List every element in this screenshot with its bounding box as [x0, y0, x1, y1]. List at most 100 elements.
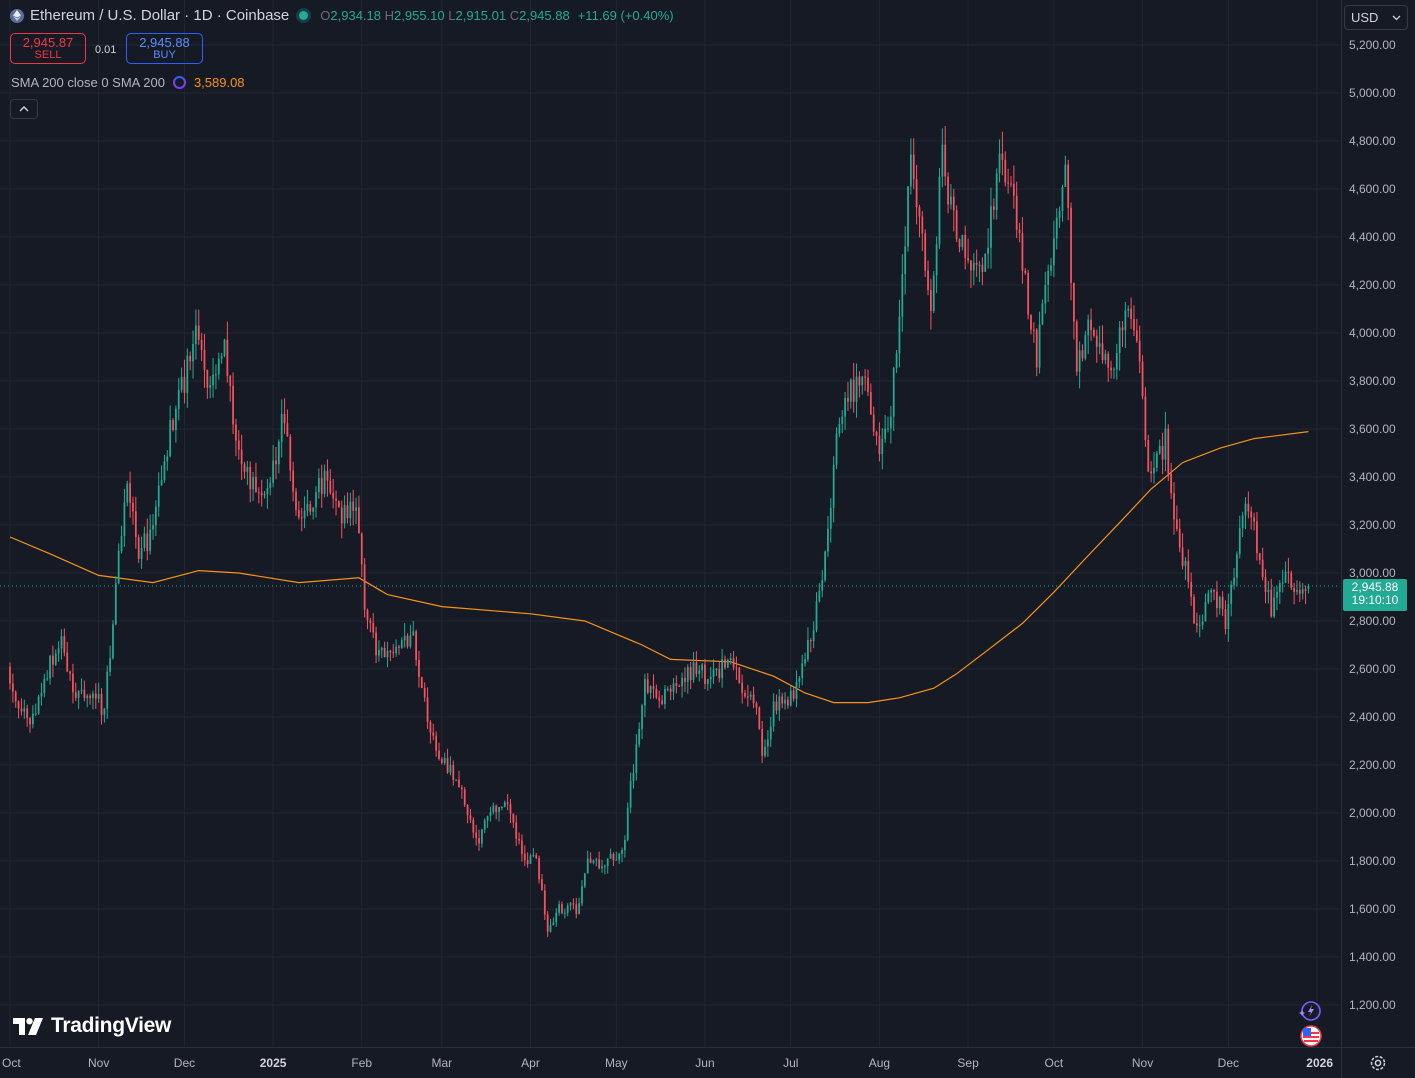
candle-body: [77, 690, 80, 698]
last-price-value: 2,945.88: [1351, 580, 1399, 594]
candle-body: [57, 648, 60, 654]
buy-button[interactable]: 2,945.88 BUY: [126, 33, 203, 64]
candle-body: [818, 590, 821, 602]
candle: [197, 309, 200, 345]
candle: [598, 851, 601, 870]
candle-body: [217, 358, 220, 375]
indicator-name[interactable]: SMA 200 close 0 SMA 200: [11, 75, 165, 90]
candle-body: [332, 492, 335, 499]
candle-body: [1304, 589, 1307, 591]
candle: [852, 363, 855, 413]
candle-body: [864, 376, 867, 378]
candle: [887, 416, 889, 433]
candle-body: [972, 262, 975, 271]
sell-button[interactable]: 2,945.87 SELL: [10, 33, 86, 64]
candle: [26, 704, 29, 727]
candle: [967, 238, 969, 264]
currency-select[interactable]: USD: [1344, 5, 1408, 30]
candle-body: [581, 886, 583, 904]
candle-body: [569, 903, 572, 906]
candle: [646, 673, 649, 695]
candle-body: [166, 456, 169, 462]
candle: [386, 641, 389, 668]
candle-body: [735, 667, 738, 669]
candle-body: [206, 369, 209, 388]
candle-body: [1296, 590, 1298, 592]
candle-body: [626, 807, 629, 840]
candle: [595, 857, 598, 867]
candle: [769, 717, 772, 748]
candle: [592, 859, 595, 865]
price-axis[interactable]: 1,200.00 1,400.00 1,600.00 1,800.00 2,000.00…: [1349, 38, 1396, 1012]
candle: [220, 352, 223, 364]
candle-body: [543, 890, 546, 915]
candle: [1290, 570, 1293, 590]
candle: [1193, 594, 1195, 625]
candle-body: [452, 765, 455, 780]
candle-body: [338, 500, 340, 508]
candle: [180, 367, 183, 393]
candle: [378, 640, 380, 662]
symbol-title[interactable]: Ethereum / U.S. Dollar · 1D · Coinbase: [30, 7, 290, 24]
price-tick-label: 5,000.00: [1349, 86, 1396, 100]
candle: [1113, 367, 1115, 379]
candle-body: [458, 779, 460, 788]
candle: [804, 652, 806, 667]
candle-body: [383, 647, 386, 658]
candle: [272, 444, 275, 488]
candle: [400, 637, 403, 649]
candle-body: [54, 653, 57, 665]
collapse-legend-button[interactable]: [10, 99, 38, 119]
candle-body: [1175, 519, 1178, 529]
candle: [149, 514, 152, 555]
tradingview-logo[interactable]: TradingView: [13, 1014, 171, 1038]
candle-body: [606, 858, 609, 866]
candle: [114, 576, 117, 626]
candle: [383, 641, 386, 658]
candle: [1273, 586, 1275, 619]
candle: [295, 487, 297, 516]
candle: [1058, 206, 1061, 228]
candle-body: [406, 635, 409, 647]
candle-body: [389, 650, 392, 653]
candle: [263, 490, 266, 499]
candle: [83, 680, 86, 702]
gear-icon[interactable]: [1368, 1053, 1388, 1073]
candle-body: [669, 688, 672, 692]
candle: [541, 874, 543, 891]
candle: [629, 772, 632, 814]
candle: [992, 198, 995, 220]
candle-body: [1041, 303, 1044, 325]
sparkle-icon[interactable]: [1299, 1000, 1321, 1021]
candle-body: [195, 325, 197, 345]
candle-body: [1127, 308, 1130, 311]
market-status-dot[interactable]: [299, 11, 309, 20]
candle: [552, 917, 555, 926]
candle-body: [644, 679, 646, 706]
candle-body: [869, 392, 872, 415]
candle-body: [684, 677, 686, 682]
symbol-legend: Ethereum / U.S. Dollar · 1D · Coinbase O…: [10, 7, 674, 24]
candle: [89, 693, 91, 705]
candle-body: [932, 275, 935, 312]
indicator-legend[interactable]: SMA 200 close 0 SMA 200 3,589.08: [11, 75, 245, 90]
us-flag-icon[interactable]: [1300, 1025, 1322, 1047]
candle: [475, 824, 478, 846]
candle: [869, 383, 872, 416]
candle-body: [838, 423, 841, 434]
candle-body: [435, 735, 438, 751]
candle: [695, 651, 698, 678]
candle: [798, 676, 801, 689]
candle-body: [346, 505, 349, 519]
candle-body: [1038, 324, 1041, 368]
candle-body: [589, 858, 592, 863]
time-axis[interactable]: Oct Nov Dec 2025 Feb Mar Apr May Jun Jul Aug Sep Oct…: [2, 1056, 1333, 1070]
candle-body: [172, 420, 174, 430]
candle: [458, 770, 460, 788]
candle-body: [618, 853, 621, 860]
candle-body: [661, 700, 663, 705]
candle: [706, 678, 709, 691]
candle-body: [984, 253, 987, 272]
